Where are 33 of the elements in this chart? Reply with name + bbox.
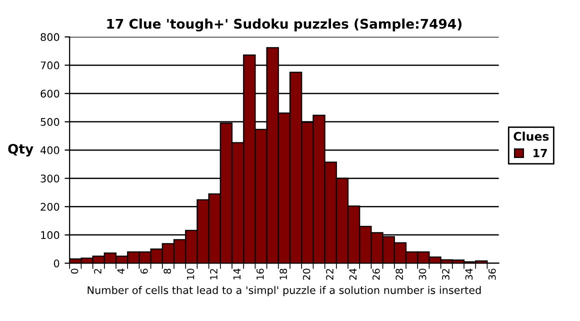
x-tick-label: 24 [349,268,356,280]
x-tick-label: 10 [186,268,194,280]
y-tick-label: 600 [40,90,60,98]
x-tick-label: 36 [488,268,496,280]
chart-title: 17 Clue 'tough+' Sudoku puzzles (Sample:7494) [107,18,462,32]
x-tick-label: 4 [117,268,124,274]
x-tick-label: 12 [210,269,218,280]
x-tick-label: 20 [302,268,310,280]
x-tick-label: 14 [233,268,240,280]
x-tick-label: 16 [256,268,264,280]
x-tick-label: 0 [70,268,78,274]
y-tick-label: 300 [40,174,60,182]
legend-label: 17 [534,148,547,158]
y-tick-label: 200 [40,202,60,211]
x-tick-label: 18 [280,268,288,280]
y-tick-label: 500 [40,118,60,126]
x-tick-label: 6 [140,268,148,274]
y-axis-title: Qty [8,144,34,156]
x-tick-label: 8 [164,268,172,274]
y-tick-label: 100 [41,231,60,240]
x-tick-label: 30 [418,268,426,280]
x-tick-label: 34 [465,268,473,280]
y-tick-label: 800 [40,33,60,42]
x-axis-title: Number of cells that lead to a 'simpl' puzzle if a solution number is inserted [88,286,481,296]
y-tick-label: 400 [40,146,60,154]
x-tick-label: 26 [372,268,380,280]
y-tick-label: 0 [54,259,60,268]
x-tick-label: 2 [94,269,102,274]
x-tick-label: 22 [326,269,334,280]
y-tick-label: 700 [40,61,60,70]
x-tick-label: 28 [396,268,404,280]
x-tick-label: 32 [442,269,450,280]
legend-title: Clues [514,132,549,141]
